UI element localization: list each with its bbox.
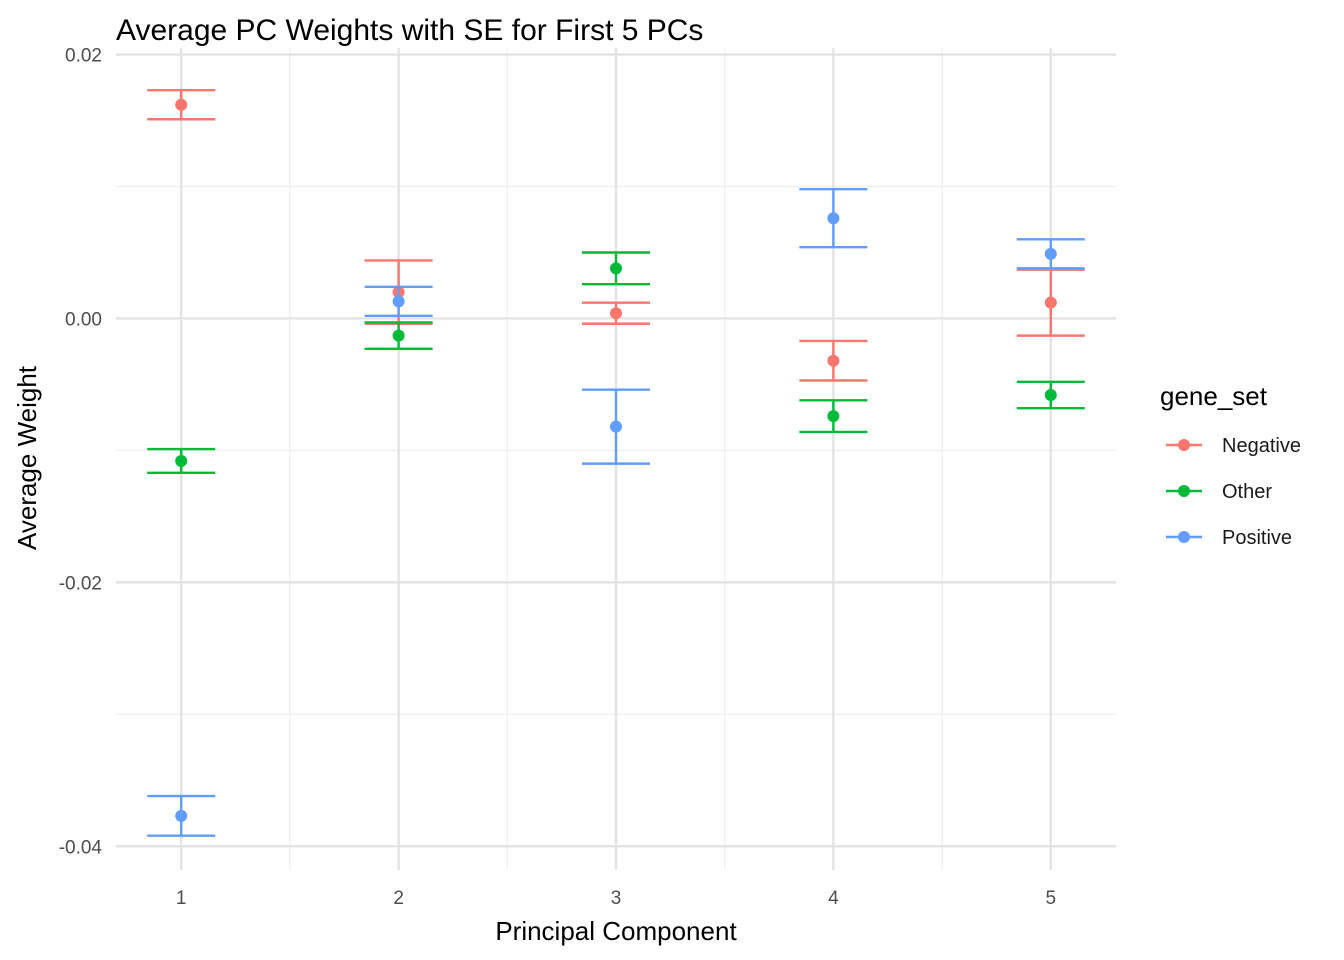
data-point: [827, 212, 840, 225]
legend-key-positive: [1166, 531, 1202, 543]
data-point: [1044, 296, 1057, 309]
legend-key-point: [1178, 485, 1190, 497]
data-point: [610, 262, 622, 275]
series-positive: [147, 187, 1085, 837]
x-axis-title: Principal Component: [495, 916, 737, 946]
legend-key-point: [1178, 439, 1190, 451]
y-tick-label: 0.02: [65, 46, 102, 67]
y-axis-title: Average Weight: [12, 365, 42, 550]
legend: gene_set Negative Other Positive: [1160, 381, 1301, 549]
legend-label: Negative: [1222, 435, 1301, 457]
x-tick-label: 2: [393, 888, 404, 909]
legend-key-negative: [1166, 439, 1202, 451]
y-tick-label: -0.02: [59, 573, 102, 594]
x-tick-label: 5: [1045, 888, 1056, 909]
y-tick-label: 0.00: [65, 309, 102, 330]
x-tick-label: 4: [828, 888, 839, 909]
x-tick-label: 3: [611, 888, 622, 909]
data-point: [1044, 389, 1057, 402]
legend-label: Other: [1222, 481, 1272, 503]
data-point: [827, 410, 840, 423]
data-point: [175, 809, 188, 822]
series-negative: [147, 89, 1085, 382]
data-point: [175, 98, 188, 111]
chart-title: Average PC Weights with SE for First 5 P…: [116, 14, 703, 47]
tick-labels: 0.02 0.00 -0.02 -0.04 1 2 3 4 5: [59, 46, 1056, 909]
data-point: [610, 420, 622, 433]
data-point: [392, 329, 405, 342]
y-tick-label: -0.04: [59, 837, 103, 858]
data-point: [392, 295, 405, 308]
legend-label: Positive: [1222, 527, 1292, 549]
data-point: [175, 454, 188, 467]
data-point: [1044, 247, 1057, 260]
plot-marks: [147, 89, 1085, 837]
legend-key-point: [1178, 531, 1190, 543]
legend-title: gene_set: [1160, 381, 1268, 411]
x-tick-label: 1: [176, 888, 187, 909]
data-point: [610, 307, 622, 320]
series-other: [147, 251, 1085, 475]
data-point: [827, 354, 840, 367]
legend-key-other: [1166, 485, 1202, 497]
